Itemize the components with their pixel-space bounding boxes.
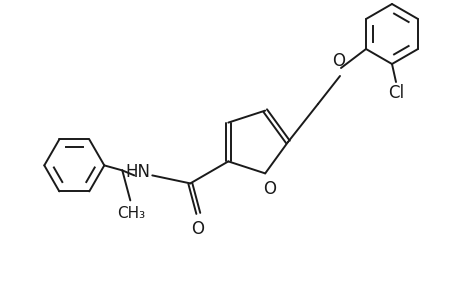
- Text: O: O: [332, 52, 345, 70]
- Text: Cl: Cl: [387, 84, 403, 102]
- Text: HN: HN: [125, 164, 150, 181]
- Text: O: O: [190, 220, 203, 238]
- Text: O: O: [262, 180, 275, 198]
- Text: CH₃: CH₃: [117, 206, 145, 221]
